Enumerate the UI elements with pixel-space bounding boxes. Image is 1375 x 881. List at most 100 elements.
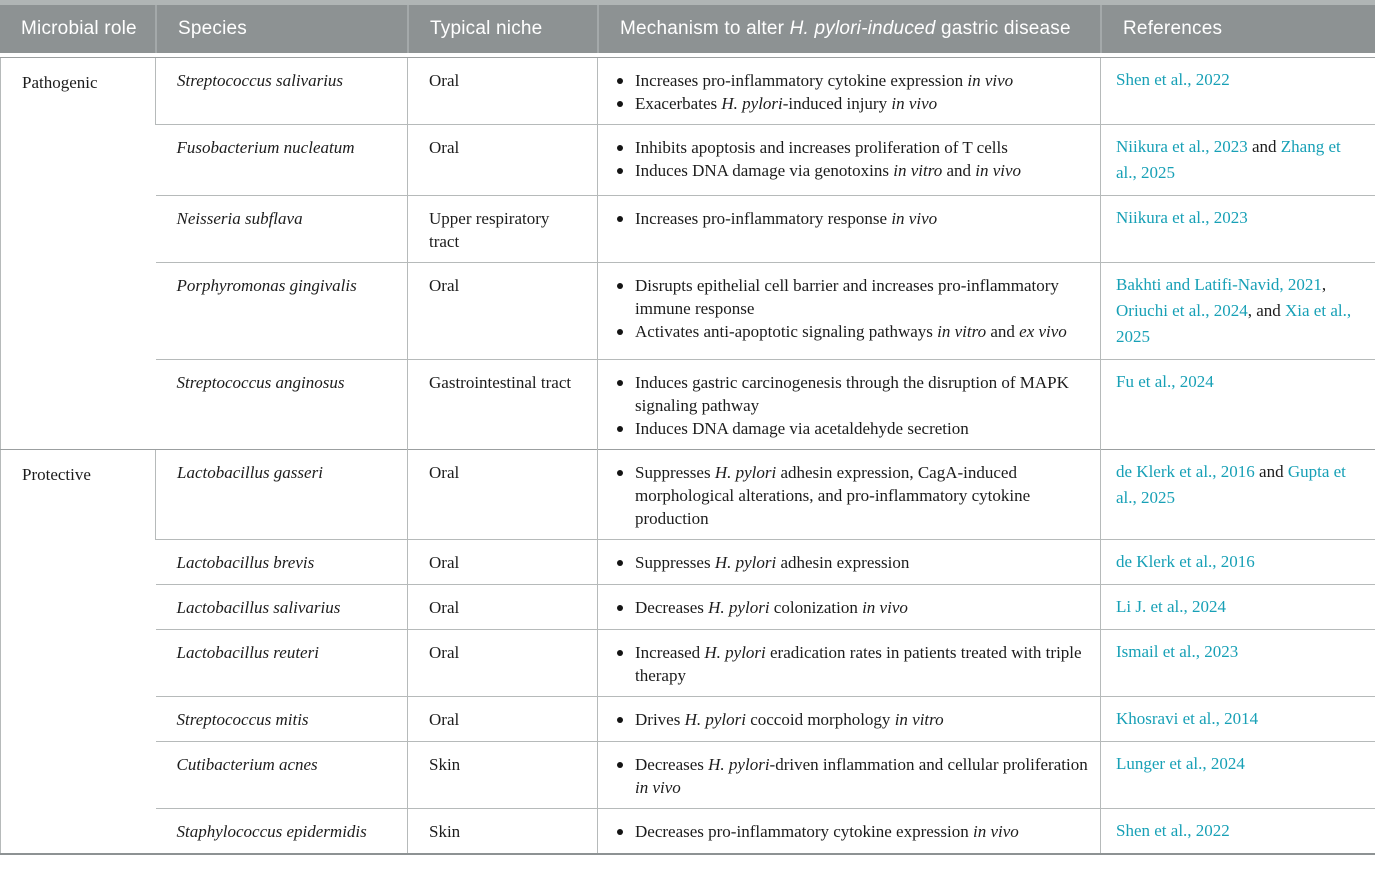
niche-cell: Upper respiratory tract [407,195,598,263]
reference-link[interactable]: Li J. et al., 2024 [1116,597,1227,616]
bullet-icon [617,717,623,723]
mechanism-item: Decreases pro-inflammatory cytokine expr… [614,820,1090,843]
niche-cell: Oral [407,539,598,585]
references-cell: Niikura et al., 2023 and Zhang et al., 2… [1100,124,1375,196]
role-cell: Protective [0,449,156,854]
reference-link[interactable]: Zhang et al., 2025 [1116,137,1341,182]
references-cell: de Klerk et al., 2016 [1100,539,1375,585]
reference-link[interactable]: Bakhti and Latifi-Navid, 2021 [1116,275,1322,294]
mechanism-text: Induces DNA damage via genotoxins in vit… [635,161,1022,180]
table-row: Lactobacillus reuteri Oral Increased H. py… [1,629,1375,697]
references-cell: Ismail et al., 2023 [1100,629,1375,697]
reference-link[interactable]: Ismail et al., 2023 [1116,642,1239,661]
species-cell: Neisseria subflava [155,195,408,263]
bullet-icon [617,283,623,289]
microbiome-table-figure: Microbial role Species Typical niche Mec… [0,0,1375,855]
table-row: Lactobacillus salivarius Oral Decreases H.… [1,584,1375,630]
mechanism-item: Induces DNA damage via acetaldehyde secr… [614,417,1090,440]
references-cell: Niikura et al., 2023 [1100,195,1375,263]
reference-link[interactable]: Shen et al., 2022 [1116,70,1230,89]
niche-cell: Oral [407,696,598,742]
reference-link[interactable]: Khosravi et al., 2014 [1116,709,1259,728]
species-cell: Lactobacillus brevis [155,539,408,585]
table-row: Lactobacillus brevis Oral Suppresses H. py… [1,539,1375,585]
species-cell: Lactobacillus reuteri [155,629,408,697]
mechanism-item: Increases pro-inflammatory cytokine expr… [614,69,1090,92]
mechanism-item: Increases pro-inflammatory response in v… [614,207,1090,230]
reference-link[interactable]: Xia et al., 2025 [1116,301,1352,346]
mechanism-cell: Decreases pro-inflammatory cytokine expr… [597,808,1101,854]
reference-link[interactable]: de Klerk et al., 2016 [1116,552,1255,571]
mechanism-item: Decreases H. pylori colonization in vivo [614,596,1090,619]
bullet-icon [617,762,623,768]
mechanism-text: Induces DNA damage via acetaldehyde secr… [635,419,969,438]
table-row: Fusobacterium nucleatum Oral Inhibits apop… [1,124,1375,196]
reference-link[interactable]: Gupta et al., 2025 [1116,462,1346,507]
mechanism-cell: Decreases H. pylori colonization in vivo [597,584,1101,630]
niche-cell: Oral [407,262,598,360]
mechanism-item: Suppresses H. pylori adhesin expression [614,551,1090,574]
column-header-mechanism: Mechanism to alter H. pylori-induced gas… [597,5,1100,53]
references-cell: Khosravi et al., 2014 [1100,696,1375,742]
species-cell: Streptococcus mitis [155,696,408,742]
bullet-icon [617,216,623,222]
references-cell: Shen et al., 2022 [1100,57,1375,125]
reference-link[interactable]: de Klerk et al., 2016 [1116,462,1255,481]
mechanism-item: Decreases H. pylori-driven inflammation … [614,753,1090,799]
column-header-references: References [1100,5,1375,53]
species-cell: Cutibacterium acnes [155,741,408,809]
mechanism-text: Induces gastric carcinogenesis through t… [635,373,1069,415]
column-header-species: Species [155,5,407,53]
references-cell: de Klerk et al., 2016 and Gupta et al., … [1100,449,1375,540]
mechanism-item: Activates anti-apoptotic signaling pathw… [614,320,1090,343]
reference-link[interactable]: Niikura et al., 2023 [1116,208,1248,227]
mechanism-cell: Increases pro-inflammatory cytokine expr… [597,57,1101,125]
species-cell: Lactobacillus gasseri [155,449,408,540]
mechanism-item: Induces DNA damage via genotoxins in vit… [614,159,1090,182]
role-cell: Pathogenic [0,57,156,450]
table-row: Protective Lactobacillus gasseri Oral Suppr… [0,449,1375,854]
niche-cell: Skin [407,808,598,854]
mechanism-text: Suppresses H. pylori adhesin expression,… [635,463,1031,528]
reference-link[interactable]: Fu et al., 2024 [1116,372,1214,391]
mechanism-item: Induces gastric carcinogenesis through t… [614,371,1090,417]
mechanism-cell: Increases pro-inflammatory response in v… [597,195,1101,263]
mechanism-item: Drives H. pylori coccoid morphology in v… [614,708,1090,731]
references-cell: Lunger et al., 2024 [1100,741,1375,809]
table-row: Staphylococcus epidermidis Skin Decreases … [1,808,1375,854]
table-body: Pathogenic Streptococcus salivarius Oral In… [0,57,1375,855]
mechanism-text: Drives H. pylori coccoid morphology in v… [635,710,944,729]
niche-cell: Oral [407,584,598,630]
species-cell: Fusobacterium nucleatum [155,124,408,196]
bullet-icon [617,380,623,386]
species-cell: Streptococcus salivarius [155,57,408,125]
mechanism-text: Increased H. pylori eradication rates in… [635,643,1082,685]
reference-link[interactable]: Niikura et al., 2023 [1116,137,1248,156]
mechanism-text: Exacerbates H. pylori-induced injury in … [635,94,938,113]
niche-cell: Oral [407,629,598,697]
species-cell: Porphyromonas gingivalis [155,262,408,360]
mechanism-cell: Increased H. pylori eradication rates in… [597,629,1101,697]
mechanism-cell: Induces gastric carcinogenesis through t… [597,359,1101,450]
table-row: Streptococcus anginosus Gastrointestinal … [1,359,1375,450]
mechanism-text: Decreases H. pylori colonization in vivo [635,598,908,617]
bullet-icon [617,145,623,151]
niche-cell: Gastrointestinal tract [407,359,598,450]
bullet-icon [617,605,623,611]
mechanism-text: Increases pro-inflammatory cytokine expr… [635,71,1014,90]
mechanism-cell: Disrupts epithelial cell barrier and inc… [597,262,1101,360]
mechanism-text: Suppresses H. pylori adhesin expression [635,553,910,572]
table-row: Pathogenic Streptococcus salivarius Oral In… [0,57,1375,450]
bullet-icon [617,78,623,84]
mechanism-cell: Drives H. pylori coccoid morphology in v… [597,696,1101,742]
mechanism-cell: Inhibits apoptosis and increases prolife… [597,124,1101,196]
reference-link[interactable]: Oriuchi et al., 2024 [1116,301,1248,320]
species-cell: Staphylococcus epidermidis [155,808,408,854]
niche-cell: Skin [407,741,598,809]
references-cell: Li J. et al., 2024 [1100,584,1375,630]
niche-cell: Oral [407,449,598,540]
reference-link[interactable]: Shen et al., 2022 [1116,821,1230,840]
reference-link[interactable]: Lunger et al., 2024 [1116,754,1245,773]
mechanism-text: Disrupts epithelial cell barrier and inc… [635,276,1059,318]
mechanism-cell: Decreases H. pylori-driven inflammation … [597,741,1101,809]
